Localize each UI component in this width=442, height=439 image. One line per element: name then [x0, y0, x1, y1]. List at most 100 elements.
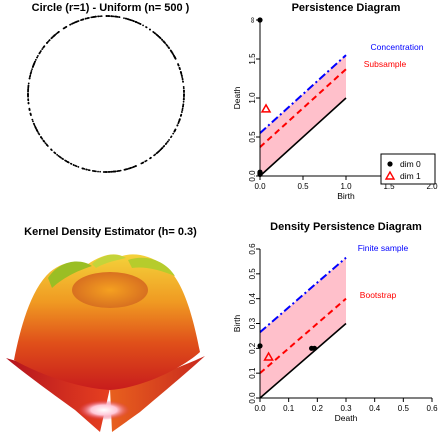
circle-sample-point: [163, 145, 165, 148]
circle-sample-point: [61, 157, 64, 160]
circle-sample-point: [180, 113, 183, 116]
persistence-diagram-panel: Persistence Diagram Concentration Subsampl…: [221, 0, 442, 220]
circle-sample-point: [40, 136, 42, 139]
legend-marker: [384, 170, 396, 180]
circle-sample-point: [74, 21, 77, 23]
circle-sample-point: [145, 26, 147, 28]
kde-surface-crater: [72, 272, 148, 308]
circle-sample-point: [110, 15, 113, 18]
circle-sample-point: [130, 19, 133, 22]
circle-sample-point: [82, 167, 85, 170]
circle-sample-point: [154, 153, 157, 156]
circle-sample-point: [161, 38, 163, 41]
kde-panel: Kernel Density Estimator (h= 0.3): [0, 220, 221, 439]
circle-sample-point: [133, 165, 136, 168]
circle-sample-point: [125, 168, 128, 171]
circle-sample-point: [32, 122, 35, 125]
x-tick-label: 0.5: [297, 182, 309, 191]
circle-sample-point: [177, 63, 180, 66]
y-tick-label: ∞: [248, 17, 257, 23]
circle-sample-point: [115, 15, 118, 18]
y-tick-label: 1.5: [248, 53, 257, 65]
circle-sample-point: [53, 34, 56, 37]
circle-sample-point: [119, 169, 122, 172]
circle-sample-point: [172, 53, 175, 56]
kde-surface-peak-left: [48, 261, 92, 288]
x-tick-label: 0.3: [340, 404, 352, 413]
circle-sample-point: [131, 166, 134, 169]
circle-sample-point: [158, 36, 161, 39]
circle-sample-point: [29, 112, 32, 115]
circle-sample-point: [27, 95, 29, 98]
x-tick-label: 1.0: [340, 182, 352, 191]
circle-sample-point: [84, 17, 87, 20]
circle-sample-point: [153, 32, 156, 35]
point-dim-1: [263, 351, 274, 361]
circle-sample-point: [29, 72, 32, 75]
x-axis-label: Death: [335, 413, 358, 423]
point-dim-1: [260, 103, 272, 113]
y-tick-label: 0.3: [248, 317, 257, 329]
diagonal-line: [259, 97, 347, 177]
circle-sample-point: [181, 109, 184, 112]
circle-sample-point: [123, 17, 125, 19]
circle-sample-point: [56, 32, 59, 34]
circle-sample-point: [149, 28, 151, 31]
circle-sample-point: [135, 21, 138, 24]
y-tick-label: 0.2: [248, 342, 257, 354]
kde-surface-body: [14, 254, 200, 390]
diagonal-line: [259, 322, 347, 399]
circle-sample-point: [182, 85, 185, 88]
circle-sample-point: [29, 74, 32, 77]
circle-sample-point: [118, 169, 121, 172]
circle-sample-point: [85, 168, 88, 171]
circle-sample-point: [76, 20, 79, 23]
circle-sample-point: [168, 139, 170, 141]
circle-sample-point: [48, 39, 51, 42]
circle-sample-point: [156, 34, 159, 37]
circle-sample-point: [172, 132, 175, 135]
circle-sample-point: [60, 156, 62, 159]
circle-sample-point: [27, 99, 30, 102]
circle-sample-point: [174, 57, 177, 60]
circle-sample-point: [31, 68, 33, 71]
circle-sample-point: [27, 93, 29, 96]
circle-sample-point: [105, 171, 108, 173]
circle-sample-point: [90, 16, 93, 19]
circle-sample-point: [177, 122, 180, 125]
circle-sample-point: [69, 23, 71, 26]
x-tick-label: 0.1: [283, 404, 295, 413]
circle-sample-point: [183, 93, 185, 96]
legend-label: dim 1: [400, 171, 421, 181]
circle-sample-point: [159, 37, 162, 40]
y-tick-label: 0.0: [248, 392, 257, 404]
circle-sample-point: [87, 169, 90, 171]
circle-sample-point: [182, 100, 185, 103]
circle-sample-point: [170, 136, 172, 139]
point-dim-0: [257, 171, 263, 178]
circle-sample-point: [173, 55, 176, 58]
circle-sample-point: [27, 84, 30, 87]
circle-sample-point: [34, 58, 37, 61]
circle-sample-point: [157, 150, 160, 153]
circle-sample-point: [167, 46, 170, 49]
kde-surface-plot: [6, 254, 205, 432]
circle-sample-point: [93, 15, 96, 18]
circle-sample-point: [116, 170, 119, 173]
circle-sample-point: [111, 15, 114, 18]
circle-sample-point: [182, 104, 185, 107]
point-dim-0: [257, 343, 263, 349]
circle-sample-point: [138, 22, 141, 25]
circle-sample-point: [165, 142, 168, 144]
legend-marker: [387, 161, 393, 167]
circle-sample-point: [91, 169, 94, 172]
circle-sample-point: [149, 157, 151, 160]
circle-sample-point: [74, 164, 77, 167]
plot-title: Persistence Diagram: [292, 2, 401, 14]
circle-sample-point: [183, 89, 185, 92]
circle-sample-point: [180, 72, 183, 74]
circle-sample-point: [183, 96, 185, 98]
y-axis-label: Birth: [232, 314, 242, 332]
circle-sample-point: [106, 15, 109, 17]
circle-sample-point: [142, 24, 144, 27]
